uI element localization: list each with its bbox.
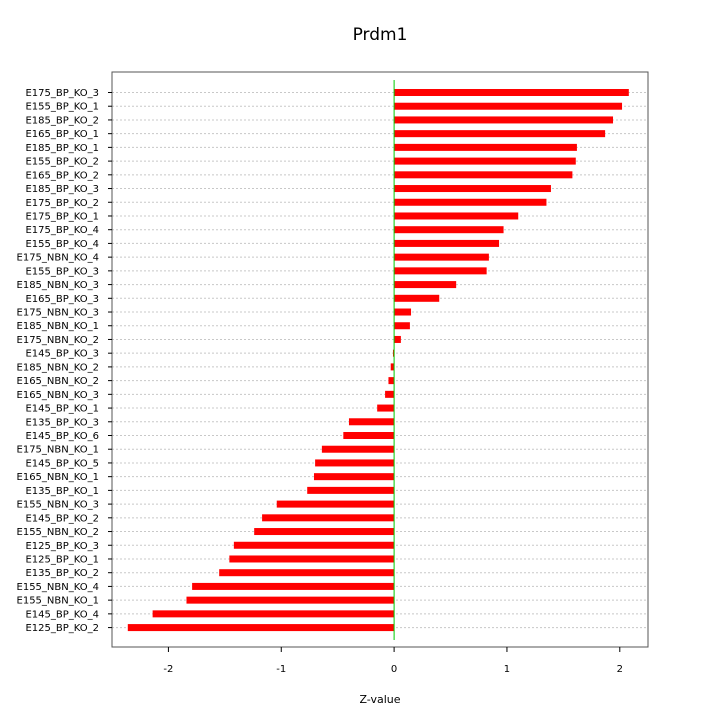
category-label: E185_NBN_KO_2 [17, 362, 99, 373]
category-label: E165_NBN_KO_2 [17, 376, 99, 387]
category-label: E165_NBN_KO_3 [17, 390, 99, 401]
category-label: E145_BP_KO_6 [25, 431, 99, 442]
x-tick-label: 2 [617, 664, 623, 675]
x-axis-title: Z-value [359, 693, 400, 706]
bar [394, 198, 547, 206]
category-label: E175_BP_KO_2 [25, 198, 99, 209]
category-label: E175_NBN_KO_4 [17, 253, 99, 264]
bar [394, 253, 489, 261]
bar [392, 349, 395, 357]
x-axis: -2 -1 0 1 2 [163, 647, 623, 675]
bar [348, 418, 395, 426]
bar [254, 528, 395, 536]
category-label: E175_BP_KO_4 [25, 225, 99, 236]
bar [388, 377, 395, 385]
bar [390, 363, 395, 371]
category-label: E155_NBN_KO_1 [17, 596, 99, 607]
category-label: E165_NBN_KO_1 [17, 472, 99, 483]
x-tick-label: -1 [276, 664, 286, 675]
x-tick-label: -2 [163, 664, 173, 675]
category-label: E135_BP_KO_1 [25, 486, 99, 497]
category-label: E145_BP_KO_2 [25, 513, 99, 524]
bar [313, 473, 395, 481]
category-labels: E175_BP_KO_3 E155_BP_KO_1 E185_BP_KO_2 E165… [17, 88, 112, 634]
category-label: E155_BP_KO_2 [25, 157, 99, 168]
category-label: E185_BP_KO_1 [25, 143, 99, 154]
bar [394, 239, 500, 247]
bar [394, 267, 487, 275]
category-label: E175_NBN_KO_2 [17, 335, 99, 346]
bar [276, 500, 395, 508]
bar [343, 432, 395, 439]
x-tick-label: 1 [504, 664, 510, 675]
bar [394, 157, 576, 165]
bar [307, 486, 395, 494]
bar [192, 582, 395, 590]
category-label: E155_BP_KO_4 [25, 239, 99, 250]
category-label: E125_BP_KO_3 [25, 541, 99, 552]
category-label: E155_BP_KO_3 [25, 266, 99, 277]
category-label: E155_NBN_KO_4 [17, 582, 99, 593]
category-label: E145_BP_KO_4 [25, 609, 99, 620]
category-label: E125_BP_KO_2 [25, 623, 99, 634]
bar [394, 335, 401, 343]
category-label: E185_BP_KO_2 [25, 115, 99, 126]
category-label: E135_BP_KO_2 [25, 568, 99, 579]
bar [394, 89, 629, 96]
bar [315, 459, 395, 467]
bar [394, 143, 577, 151]
category-label: E155_NBN_KO_3 [17, 500, 99, 511]
bar [186, 596, 395, 604]
bar [152, 610, 395, 618]
category-label: E125_BP_KO_1 [25, 554, 99, 565]
category-label: E165_BP_KO_3 [25, 294, 99, 305]
category-label: E175_BP_KO_1 [25, 211, 99, 222]
bar [321, 445, 395, 453]
bar [394, 185, 551, 193]
bar [394, 102, 623, 110]
bars [127, 89, 629, 632]
bar [385, 390, 395, 398]
category-label: E175_BP_KO_3 [25, 88, 99, 99]
category-label: E145_BP_KO_3 [25, 349, 99, 360]
category-label: E185_BP_KO_3 [25, 184, 99, 195]
category-label: E185_NBN_KO_3 [17, 280, 99, 291]
bar [262, 514, 395, 522]
bar [229, 555, 395, 563]
bar [233, 541, 395, 549]
bar [394, 212, 519, 220]
bar [394, 171, 573, 179]
bar [394, 226, 504, 234]
category-label: E145_BP_KO_1 [25, 404, 99, 415]
bar [394, 308, 412, 316]
bar [394, 294, 440, 302]
bar [394, 116, 614, 124]
plot-frame [111, 71, 649, 648]
bar [394, 281, 457, 289]
category-label: E175_NBN_KO_3 [17, 308, 99, 319]
category-label: E165_BP_KO_1 [25, 129, 99, 140]
category-label: E155_BP_KO_1 [25, 102, 99, 113]
bar [377, 404, 395, 412]
chart-title: Prdm1 [353, 25, 408, 45]
category-label: E155_NBN_KO_2 [17, 527, 99, 538]
bar [394, 322, 410, 330]
category-label: E185_NBN_KO_1 [17, 321, 99, 332]
bar [394, 130, 606, 138]
bar [219, 569, 395, 577]
x-tick-label: 0 [391, 664, 397, 675]
category-label: E175_NBN_KO_1 [17, 445, 99, 456]
category-label: E135_BP_KO_3 [25, 417, 99, 428]
category-label: E145_BP_KO_5 [25, 458, 99, 469]
category-label: E165_BP_KO_2 [25, 170, 99, 181]
bar [127, 624, 395, 632]
